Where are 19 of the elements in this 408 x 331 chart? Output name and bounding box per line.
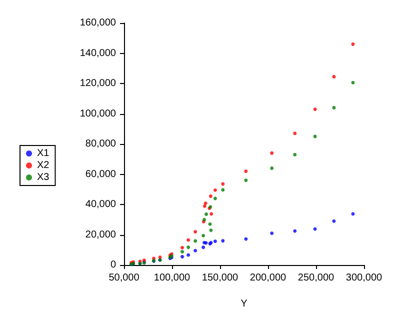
legend-label: X1 [37,148,50,159]
y-tick-label: 40,000 [85,199,116,210]
y-tick-label: 80,000 [85,138,116,150]
y-tick-label: 0 [110,260,116,270]
legend-label: X3 [37,172,50,183]
x-axis-title: Y [240,298,248,310]
x-tick-label: 100,000 [154,272,191,284]
y-tick-label: 120,000 [80,78,116,89]
x-tick-label: 250,000 [298,272,335,284]
y-tick-label: 100,000 [80,108,116,120]
x-tick-label: 50,000 [108,272,140,284]
y-tick-label: 60,000 [85,168,116,180]
y-tick-label: 140,000 [80,48,116,59]
x-tick-label: 150,000 [202,272,239,284]
x-tick-label: 300,000 [346,272,383,284]
y-tick-label: 160,000 [80,18,116,28]
y-tick-label: 20,000 [85,229,116,240]
legend-label: X2 [37,160,50,171]
x-tick-label: 200,000 [250,272,287,284]
